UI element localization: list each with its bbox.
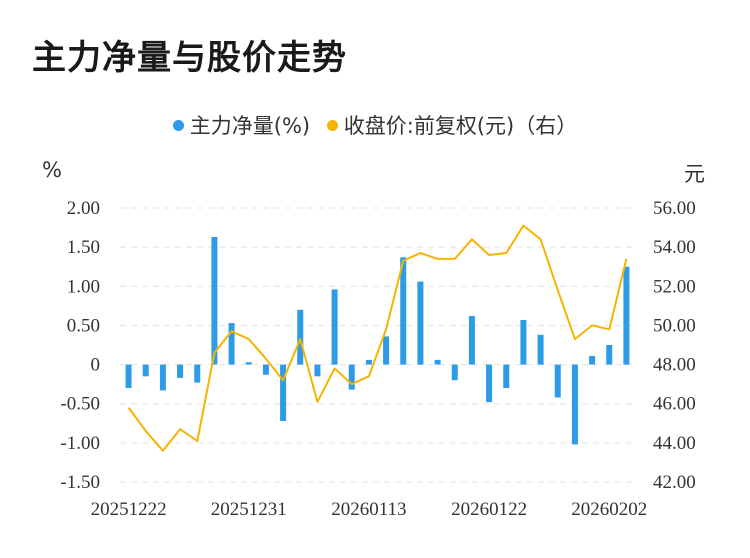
left-y-tick-label: 1.50 (67, 237, 100, 258)
net-volume-bar (314, 364, 321, 377)
left-y-tick-label: 2.00 (67, 198, 100, 219)
right-axis-unit: 元 (684, 162, 705, 186)
left-y-tick-label: -0.50 (60, 394, 100, 415)
net-volume-bar (434, 359, 441, 365)
net-volume-bar (211, 236, 218, 365)
net-volume-bar (468, 316, 475, 365)
net-volume-bar (383, 336, 390, 365)
net-volume-bar (451, 364, 458, 381)
net-volume-bar (142, 364, 149, 377)
net-volume-bar (177, 364, 184, 378)
legend-item-net-volume[interactable]: 主力净量(%) (172, 110, 311, 140)
legend-label-close-price: 收盘价:前复权(元)（右） (343, 114, 578, 138)
net-volume-bar (331, 289, 338, 365)
legend-marker-net-volume (172, 119, 184, 131)
net-volume-bar (589, 355, 596, 365)
left-y-tick-label: -1.00 (60, 433, 100, 454)
right-y-tick-label: 46.00 (653, 394, 696, 415)
net-volume-bar (400, 257, 407, 365)
right-y-tick-label: 42.00 (653, 472, 696, 493)
legend-marker-close-price (326, 119, 338, 131)
net-volume-bar (262, 364, 269, 375)
right-y-tick-label: 50.00 (653, 315, 696, 336)
net-volume-bar (159, 364, 166, 391)
net-volume-bar (537, 334, 544, 365)
legend-item-close-price[interactable]: 收盘价:前复权(元)（右） (326, 110, 578, 140)
x-tick-label: 20260202 (571, 499, 647, 520)
left-y-tick-label: -1.50 (60, 472, 100, 493)
net-volume-bar (571, 364, 578, 445)
net-volume-bar (554, 364, 561, 398)
left-y-tick-label: 0 (91, 355, 101, 376)
close-price-line (127, 224, 628, 452)
left-y-tick-label: 1.00 (67, 276, 100, 297)
right-y-tick-label: 52.00 (653, 276, 696, 297)
net-volume-bar (228, 323, 235, 365)
net-volume-bar (348, 364, 355, 390)
right-y-tick-label: 56.00 (653, 198, 696, 219)
chart-legend: 主力净量(%) 收盘价:前复权(元)（右） (0, 110, 750, 140)
x-tick-label: 20251222 (91, 499, 167, 520)
net-volume-bar (486, 364, 493, 403)
x-tick-label: 20260122 (451, 499, 527, 520)
net-volume-bar (606, 345, 613, 365)
net-volume-bar (520, 319, 527, 365)
net-volume-bar (365, 359, 372, 365)
net-volume-bar (194, 364, 201, 383)
net-volume-bar (417, 281, 424, 365)
right-y-tick-label: 44.00 (653, 433, 696, 454)
legend-label-net-volume: 主力净量(%) (189, 114, 311, 138)
left-y-tick-label: 0.50 (67, 315, 100, 336)
net-volume-bar (125, 364, 132, 389)
x-tick-label: 20251231 (211, 499, 287, 520)
net-volume-bar (280, 364, 287, 421)
right-y-tick-label: 48.00 (653, 355, 696, 376)
left-axis-unit: % (42, 158, 62, 182)
net-volume-bar (297, 309, 304, 365)
net-volume-bar (503, 364, 510, 389)
x-tick-label: 20260113 (331, 499, 406, 520)
right-y-tick-label: 54.00 (653, 237, 696, 258)
net-volume-bar (245, 362, 252, 365)
net-volume-bar (623, 266, 630, 365)
chart-title: 主力净量与股价走势 (32, 38, 347, 78)
